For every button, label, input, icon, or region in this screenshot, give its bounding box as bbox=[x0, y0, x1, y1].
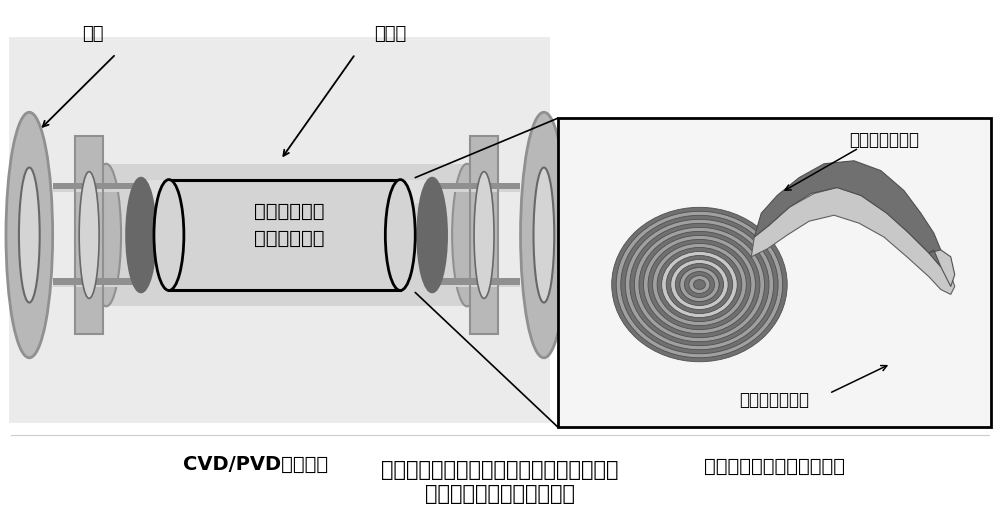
Bar bbox=[106, 164, 467, 306]
Ellipse shape bbox=[616, 211, 783, 358]
Ellipse shape bbox=[126, 178, 156, 293]
Ellipse shape bbox=[91, 164, 121, 306]
Bar bbox=[53, 183, 520, 192]
Ellipse shape bbox=[680, 268, 719, 302]
Ellipse shape bbox=[639, 232, 760, 338]
Text: 可实现柔性耐高温衬底与隔层复卷整体生长: 可实现柔性耐高温衬底与隔层复卷整体生长 bbox=[381, 460, 619, 480]
Ellipse shape bbox=[657, 247, 742, 322]
Bar bbox=[141, 178, 432, 293]
Ellipse shape bbox=[19, 168, 40, 303]
Polygon shape bbox=[754, 161, 941, 267]
Text: 柔性耐高温衬底与隔层复卷: 柔性耐高温衬底与隔层复卷 bbox=[704, 457, 845, 476]
Text: 的化学或物理气相沉积系统: 的化学或物理气相沉积系统 bbox=[425, 485, 575, 504]
Ellipse shape bbox=[693, 279, 705, 290]
Ellipse shape bbox=[621, 215, 778, 354]
Text: 支架: 支架 bbox=[82, 25, 104, 43]
Ellipse shape bbox=[612, 207, 787, 362]
Ellipse shape bbox=[154, 180, 184, 291]
Ellipse shape bbox=[662, 251, 737, 318]
Ellipse shape bbox=[521, 112, 567, 358]
Bar bbox=[75, 136, 103, 334]
Ellipse shape bbox=[534, 168, 554, 303]
Ellipse shape bbox=[6, 112, 53, 358]
Text: 柔性耐高温衬
底与隔层复卷: 柔性耐高温衬 底与隔层复卷 bbox=[254, 202, 325, 248]
Text: 柔性耐高温隔层: 柔性耐高温隔层 bbox=[849, 131, 919, 149]
Ellipse shape bbox=[693, 279, 705, 290]
Ellipse shape bbox=[680, 268, 719, 302]
Bar bbox=[53, 278, 520, 287]
Ellipse shape bbox=[666, 256, 733, 313]
Text: CVD/PVD生长腔室: CVD/PVD生长腔室 bbox=[183, 455, 328, 474]
Ellipse shape bbox=[675, 264, 724, 305]
Ellipse shape bbox=[648, 239, 751, 330]
Bar bbox=[470, 136, 498, 334]
Bar bbox=[169, 180, 400, 291]
Bar bbox=[53, 284, 520, 287]
Ellipse shape bbox=[474, 172, 494, 298]
Text: 柔性耐高温衬底: 柔性耐高温衬底 bbox=[739, 391, 809, 409]
Bar bbox=[141, 180, 432, 203]
Bar bbox=[558, 118, 991, 427]
Ellipse shape bbox=[671, 260, 728, 309]
Ellipse shape bbox=[653, 243, 746, 326]
Bar bbox=[53, 189, 520, 192]
Ellipse shape bbox=[625, 219, 774, 350]
Ellipse shape bbox=[634, 228, 764, 342]
Bar bbox=[106, 165, 467, 192]
Ellipse shape bbox=[684, 272, 715, 298]
Bar bbox=[75, 136, 103, 334]
Ellipse shape bbox=[452, 164, 482, 306]
Ellipse shape bbox=[385, 180, 415, 291]
Ellipse shape bbox=[684, 272, 715, 298]
Polygon shape bbox=[929, 250, 955, 287]
Bar bbox=[470, 136, 498, 334]
Ellipse shape bbox=[417, 178, 447, 293]
Ellipse shape bbox=[630, 224, 769, 345]
Bar bbox=[9, 37, 550, 423]
Ellipse shape bbox=[689, 275, 710, 294]
Ellipse shape bbox=[689, 275, 710, 294]
Polygon shape bbox=[751, 187, 955, 295]
Ellipse shape bbox=[79, 172, 99, 298]
Ellipse shape bbox=[643, 235, 755, 334]
Text: 石英管: 石英管 bbox=[374, 25, 406, 43]
